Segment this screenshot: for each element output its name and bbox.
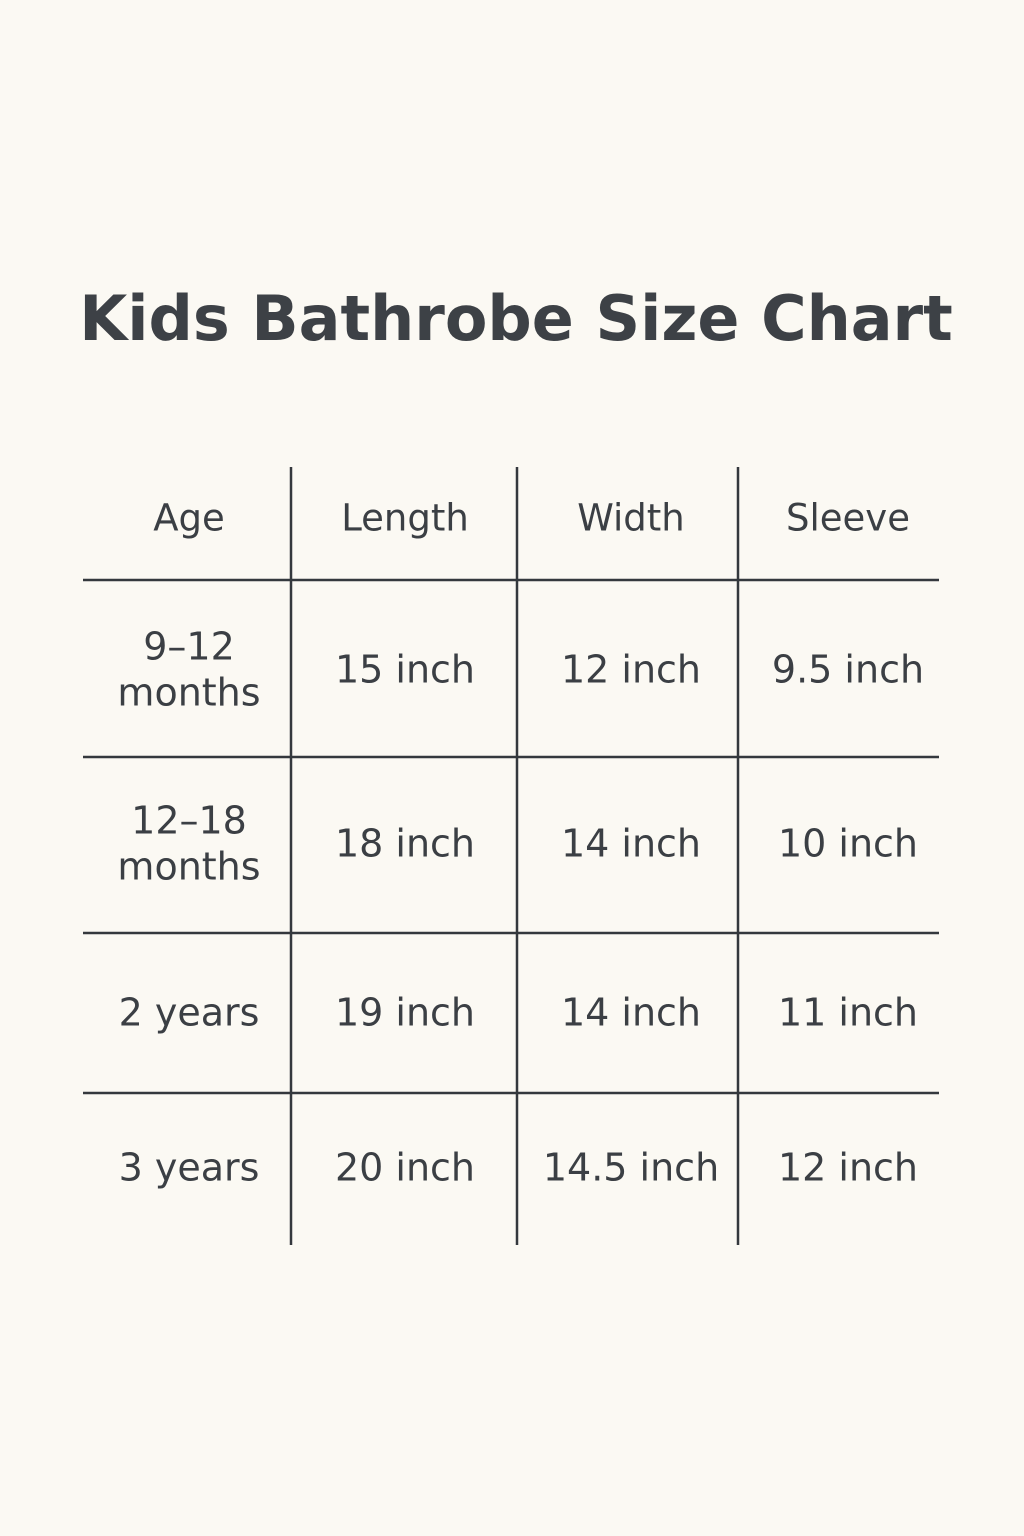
table-cell-width: 12 inch (561, 648, 701, 692)
table-cell-sleeve: 12 inch (778, 1146, 918, 1190)
table-cell-age: 9–12 (143, 625, 235, 669)
column-header-length: Length (341, 497, 469, 540)
column-header-age: Age (153, 497, 225, 540)
table-cell-width: 14.5 inch (543, 1146, 719, 1190)
table-cell-age: 3 years (119, 1146, 260, 1190)
table-cell-age: months (117, 671, 260, 715)
table-cell-sleeve: 10 inch (778, 822, 918, 866)
table-cell-length: 20 inch (335, 1146, 475, 1190)
column-header-width: Width (577, 497, 685, 540)
table-cell-age: 2 years (119, 991, 260, 1035)
table-cell-sleeve: 9.5 inch (772, 648, 924, 692)
chart-title: Kids Bathrobe Size Chart (79, 282, 953, 355)
table-cell-sleeve: 11 inch (778, 991, 918, 1035)
table-cell-length: 15 inch (335, 648, 475, 692)
table-grid (83, 467, 939, 1245)
table-cell-length: 19 inch (335, 991, 475, 1035)
table-cell-age: months (117, 845, 260, 889)
table-cell-age: 12–18 (131, 799, 247, 843)
table-cell-length: 18 inch (335, 822, 475, 866)
table-cell-width: 14 inch (561, 822, 701, 866)
table-cell-width: 14 inch (561, 991, 701, 1035)
column-header-sleeve: Sleeve (786, 497, 910, 540)
